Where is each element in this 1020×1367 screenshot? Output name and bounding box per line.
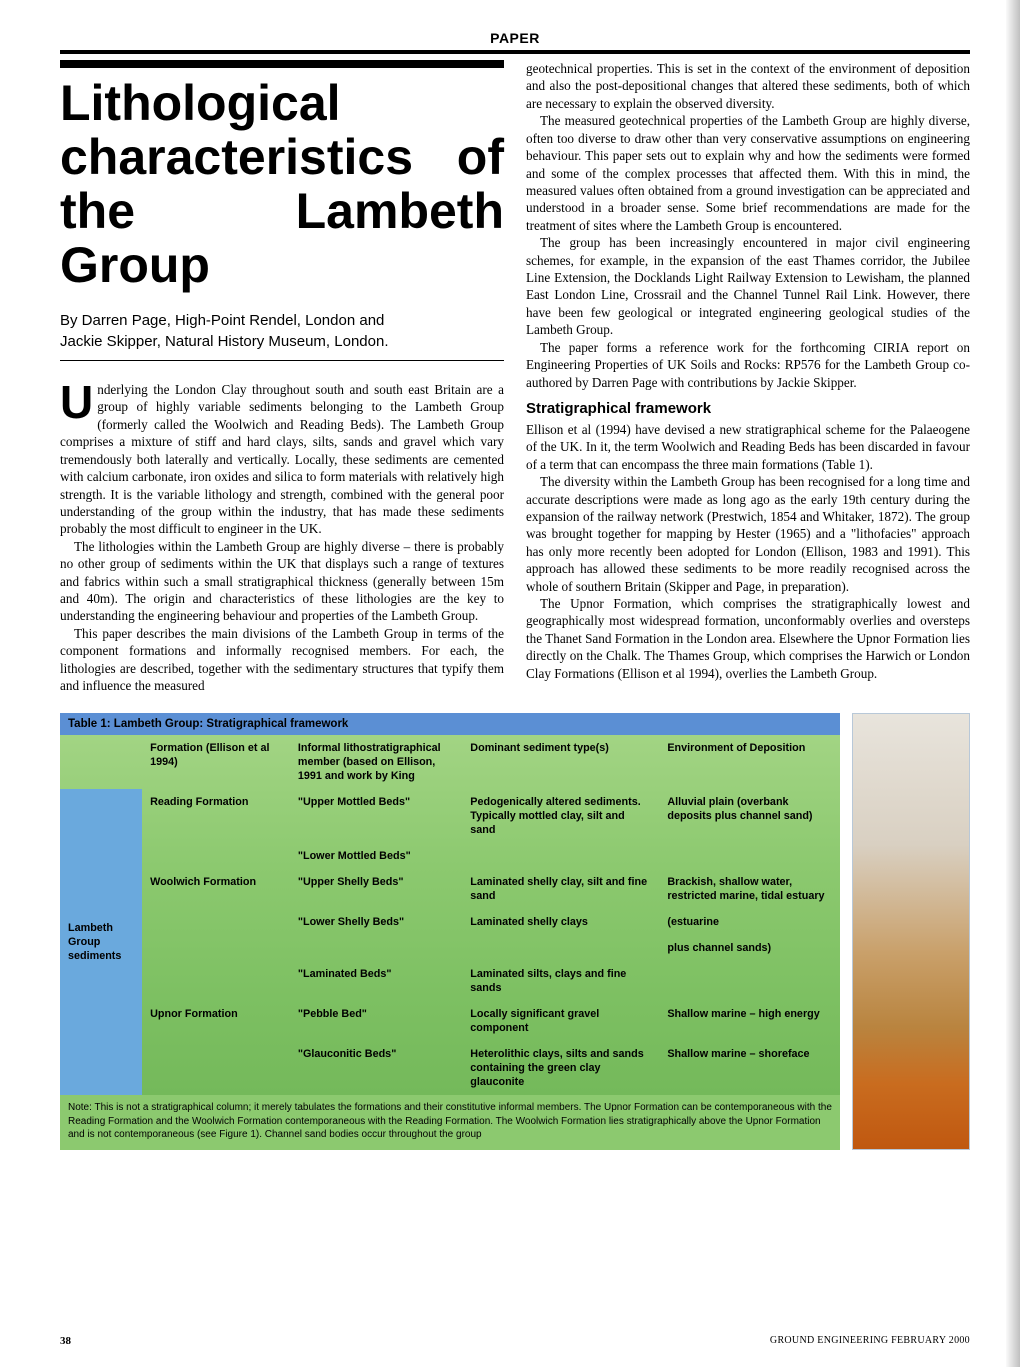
rule-heavy-top bbox=[60, 50, 970, 54]
body-para-r6: The diversity within the Lambeth Group h… bbox=[526, 473, 970, 595]
table-col-formation: Formation (Ellison et al 1994) bbox=[142, 735, 290, 789]
table-cell: Shallow marine – high energy bbox=[659, 1001, 840, 1041]
scan-shadow bbox=[1006, 0, 1020, 1367]
body-para-3: This paper describes the main divisions … bbox=[60, 625, 504, 695]
table-cell: Pedogenically altered sediments. Typical… bbox=[462, 789, 659, 843]
body-para-r7: The Upnor Formation, which comprises the… bbox=[526, 595, 970, 682]
table-cell bbox=[462, 935, 659, 961]
table-cell: Brackish, shallow water, restricted mari… bbox=[659, 869, 840, 909]
table-cell: Laminated silts, clays and fine sands bbox=[462, 961, 659, 1001]
byline-rule bbox=[60, 360, 504, 361]
body-para-2: The lithologies within the Lambeth Group… bbox=[60, 538, 504, 625]
table-row: "Lower Shelly Beds" Laminated shelly cla… bbox=[60, 909, 840, 935]
body-para-r1: geotechnical properties. This is set in … bbox=[526, 60, 970, 112]
table-row: Upnor Formation "Pebble Bed" Locally sig… bbox=[60, 1001, 840, 1041]
table-cell: "Upper Mottled Beds" bbox=[290, 789, 462, 843]
table-cell bbox=[142, 843, 290, 869]
article-title: Lithological characteristics of the Lamb… bbox=[60, 76, 504, 292]
table-row: "Glauconitic Beds" Heterolithic clays, s… bbox=[60, 1041, 840, 1095]
table-cell bbox=[659, 961, 840, 1001]
page-number: 38 bbox=[60, 1335, 71, 1347]
page-footer: 38 GROUND ENGINEERING FEBRUARY 2000 bbox=[60, 1335, 970, 1347]
table-cell: "Lower Mottled Beds" bbox=[290, 843, 462, 869]
table-title: Table 1: Lambeth Group: Stratigraphical … bbox=[60, 713, 840, 735]
table-cell bbox=[659, 843, 840, 869]
table-col-sediment: Dominant sediment type(s) bbox=[462, 735, 659, 789]
outcrop-photo bbox=[852, 713, 970, 1150]
table-cell: Locally significant gravel component bbox=[462, 1001, 659, 1041]
title-rule bbox=[60, 60, 504, 68]
body-para-r3: The group has been increasingly encounte… bbox=[526, 234, 970, 339]
body-para-1-text: nderlying the London Clay throughout sou… bbox=[60, 382, 504, 536]
table-note: Note: This is not a stratigraphical colu… bbox=[60, 1095, 840, 1150]
table-col-env: Environment of Deposition bbox=[659, 735, 840, 789]
figure-photo bbox=[852, 713, 970, 1150]
body-para-1: Underlying the London Clay throughout so… bbox=[60, 381, 504, 538]
table-row: "Laminated Beds" Laminated silts, clays … bbox=[60, 961, 840, 1001]
table-cell: Laminated shelly clay, silt and fine san… bbox=[462, 869, 659, 909]
table-cell bbox=[142, 1041, 290, 1095]
table-cell bbox=[462, 843, 659, 869]
table-cell: plus channel sands) bbox=[659, 935, 840, 961]
table-row: plus channel sands) bbox=[60, 935, 840, 961]
table-cell: (estuarine bbox=[659, 909, 840, 935]
table-cell: "Pebble Bed" bbox=[290, 1001, 462, 1041]
table-cell bbox=[142, 961, 290, 1001]
dropcap: U bbox=[60, 381, 97, 422]
table-cell bbox=[142, 935, 290, 961]
body-para-r4: The paper forms a reference work for the… bbox=[526, 339, 970, 391]
table-row: Lambeth Group sediments Reading Formatio… bbox=[60, 789, 840, 843]
subhead-stratigraphical: Stratigraphical framework bbox=[526, 399, 970, 419]
table-group-label: Lambeth Group sediments bbox=[60, 789, 142, 1095]
section-label: PAPER bbox=[60, 30, 970, 46]
table-cell bbox=[142, 909, 290, 935]
table-1-block: Table 1: Lambeth Group: Stratigraphical … bbox=[60, 713, 970, 1150]
table-cell: "Glauconitic Beds" bbox=[290, 1041, 462, 1095]
byline-line-1: By Darren Page, High-Point Rendel, Londo… bbox=[60, 310, 504, 331]
table-cell: Reading Formation bbox=[142, 789, 290, 843]
table-row: "Lower Mottled Beds" bbox=[60, 843, 840, 869]
table-col-member: Informal lithostratigraphical member (ba… bbox=[290, 735, 462, 789]
table-header-row: Formation (Ellison et al 1994) Informal … bbox=[60, 735, 840, 789]
table-cell: Upnor Formation bbox=[142, 1001, 290, 1041]
table-cell: Laminated shelly clays bbox=[462, 909, 659, 935]
publication-reference: GROUND ENGINEERING FEBRUARY 2000 bbox=[770, 1335, 970, 1347]
byline-line-2: Jackie Skipper, Natural History Museum, … bbox=[60, 331, 504, 352]
table-cell: Alluvial plain (overbank deposits plus c… bbox=[659, 789, 840, 843]
table-1: Table 1: Lambeth Group: Stratigraphical … bbox=[60, 713, 840, 1150]
body-para-r5: Ellison et al (1994) have devised a new … bbox=[526, 421, 970, 473]
table-row: Woolwich Formation "Upper Shelly Beds" L… bbox=[60, 869, 840, 909]
byline: By Darren Page, High-Point Rendel, Londo… bbox=[60, 310, 504, 352]
table-cell: Shallow marine – shoreface bbox=[659, 1041, 840, 1095]
table-cell: Heterolithic clays, silts and sands cont… bbox=[462, 1041, 659, 1095]
table-cell bbox=[290, 935, 462, 961]
table-cell: "Upper Shelly Beds" bbox=[290, 869, 462, 909]
body-para-r2: The measured geotechnical properties of … bbox=[526, 112, 970, 234]
table-cell: "Lower Shelly Beds" bbox=[290, 909, 462, 935]
table-cell: Woolwich Formation bbox=[142, 869, 290, 909]
table-cell: "Laminated Beds" bbox=[290, 961, 462, 1001]
